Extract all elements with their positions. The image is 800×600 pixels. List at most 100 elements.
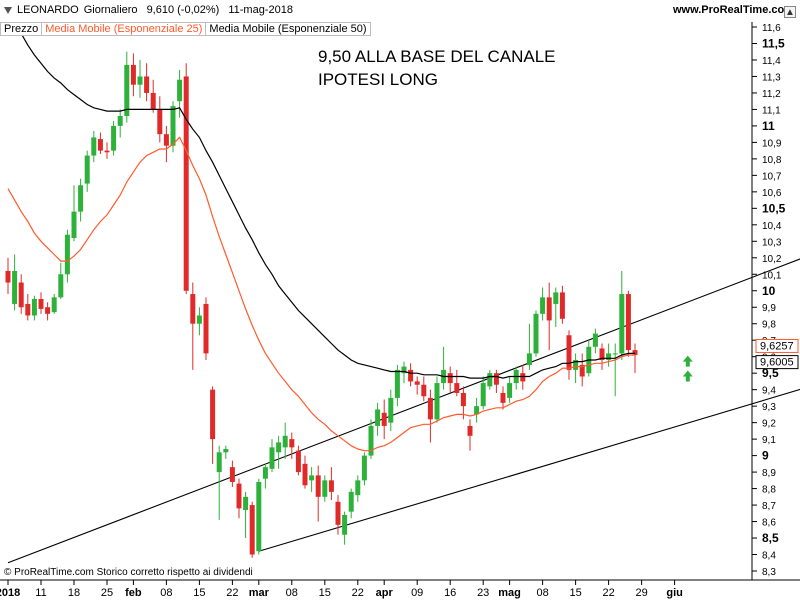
y-tick-label: 11,5 [762, 36, 785, 50]
y-tick-label: 10,5 [762, 201, 786, 215]
legend-ema25[interactable]: Media Mobile (Esponenziale 25) [41, 22, 207, 36]
candle-body [223, 449, 229, 453]
candle-body [500, 392, 506, 403]
y-tick-label: 8,7 [762, 501, 776, 512]
candle-body [183, 76, 189, 291]
x-tick-label: mar [249, 587, 270, 599]
candle-body [236, 483, 242, 509]
candle-body [328, 480, 334, 492]
candle-body [546, 297, 552, 321]
y-tick-label: 9 [762, 449, 769, 463]
candle-body [196, 315, 202, 324]
candle-body [566, 335, 572, 370]
last-price-labels: 9,6257 9,6005 [755, 338, 799, 370]
y-tick-label: 11,2 [762, 89, 781, 100]
candle-body [256, 481, 262, 552]
last-price-label: 9,6005 [760, 357, 794, 369]
candle-body [269, 447, 275, 469]
candle-body [533, 313, 539, 354]
candle-body [157, 109, 163, 135]
y-tick-label: 10,7 [762, 171, 782, 182]
candle-body [573, 359, 579, 370]
scale-up-button[interactable]: ▲ [784, 6, 796, 18]
candle-body [137, 76, 143, 85]
y-tick-label: 9,9 [762, 303, 776, 314]
x-tick-label: 22 [352, 587, 364, 599]
y-tick-label: 10,9 [762, 138, 782, 149]
last-price-box [755, 338, 799, 353]
x-tick-label: 15 [193, 587, 205, 599]
candle-body [243, 496, 249, 511]
candle-body [421, 384, 427, 397]
x-tick-label: 15 [569, 587, 581, 599]
candle-body [348, 491, 354, 512]
candle-body [599, 348, 605, 360]
y-tick-label: 10,6 [762, 188, 782, 199]
y-tick-label: 8,5 [762, 531, 779, 545]
y-tick-label: 8,4 [762, 551, 776, 562]
last-price-box [755, 355, 799, 370]
candle-body [632, 350, 638, 356]
candle-body [31, 299, 37, 316]
y-tick-label: 10,8 [762, 155, 782, 166]
candle-body [124, 64, 130, 117]
candle-body [276, 442, 282, 453]
candle-body [111, 125, 117, 151]
x-tick-label: 15 [319, 587, 331, 599]
period-label[interactable]: Giornaliero [83, 4, 138, 16]
x-tick-label: 09 [411, 587, 423, 599]
y-tick-label: 8,9 [762, 468, 776, 479]
chevron-down-icon[interactable] [4, 6, 12, 14]
quote-value: 9,610 (-0,02%) [146, 4, 220, 16]
channel-lines [7, 258, 800, 564]
candle-body [5, 270, 11, 283]
candle-body [408, 369, 414, 382]
candle-body [163, 134, 169, 146]
candle-body [210, 389, 216, 440]
x-axis: 2018 11 18 25 feb 08 15 22 mar 08 15 22 apr 09 16 23 mag… [0, 580, 683, 599]
x-tick-label: 08 [536, 587, 548, 599]
candle-body [467, 425, 473, 436]
y-tick-label: 11,6 [762, 23, 781, 34]
candle-body [388, 397, 394, 423]
candle-body [58, 274, 64, 298]
y-tick-label: 9,4 [762, 386, 776, 397]
candle-body [91, 137, 97, 156]
candle-body [295, 450, 301, 473]
y-tick-label: 8,3 [762, 567, 776, 578]
candle-body [401, 366, 407, 374]
y-tick-label: 8,8 [762, 485, 776, 496]
symbol-name[interactable]: LEONARDO [17, 4, 79, 16]
candle-body [381, 412, 387, 426]
x-tick-label: 22 [602, 587, 614, 599]
candle-body [216, 452, 222, 473]
candle-body [355, 480, 361, 496]
candle-body [64, 234, 70, 275]
x-tick-label: 23 [477, 587, 489, 599]
candle-body [262, 467, 268, 479]
legend-price[interactable]: Prezzo [0, 22, 43, 36]
candle-body [612, 353, 618, 355]
candle-body [51, 297, 57, 313]
x-tick-label: 16 [444, 587, 456, 599]
candle-body [117, 116, 123, 126]
x-tick-label: 22 [226, 587, 238, 599]
header-bar: LEONARDO Giornaliero 9,610 (-0,02%) 11-m… [0, 0, 800, 22]
candle-body [170, 106, 176, 146]
y-tick-label: 9,1 [762, 435, 776, 446]
candle-body [368, 425, 374, 456]
candle-body [493, 373, 499, 385]
candle-body [553, 292, 559, 304]
candle-body [203, 303, 209, 354]
site-url[interactable]: www.ProRealTime.com [672, 4, 794, 16]
legend-ema50[interactable]: Media Mobile (Esponenziale 50) [205, 22, 371, 36]
ema25-line [7, 136, 635, 452]
y-tick-label: 11 [762, 119, 775, 133]
candle-body [229, 467, 235, 482]
y-tick-label: 10,4 [762, 221, 782, 232]
candle-body [97, 139, 103, 151]
candle-body [480, 383, 486, 407]
candle-body [18, 282, 24, 308]
x-tick-label: 29 [635, 587, 647, 599]
candle-body [460, 392, 466, 407]
